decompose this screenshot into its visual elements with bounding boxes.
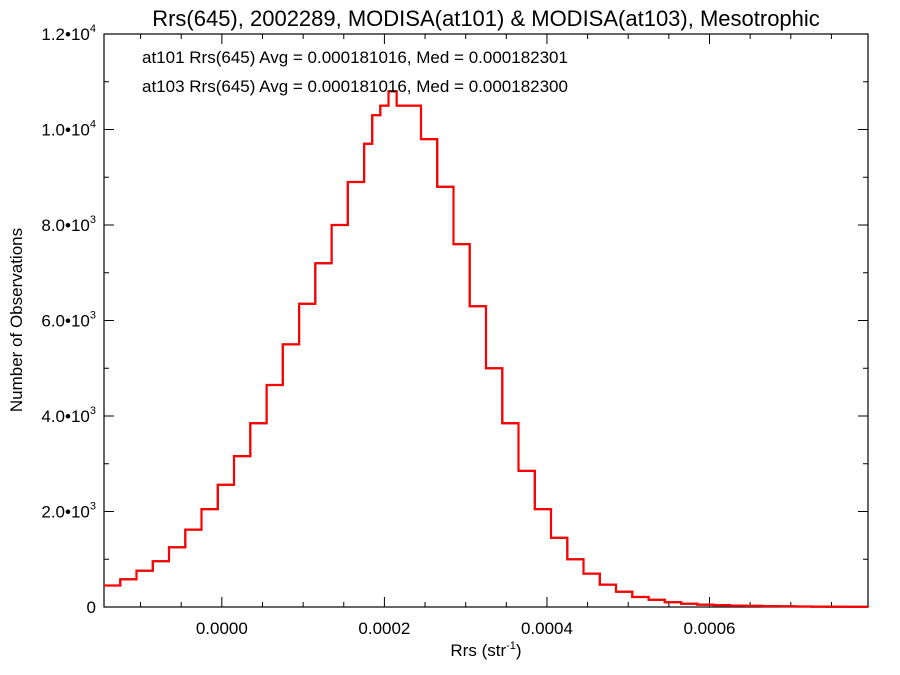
x-tick-label: 0.0000 (196, 619, 248, 638)
series-lines (104, 90, 870, 608)
x-tick-label: 0.0004 (521, 619, 573, 638)
y-tick-label: 1.2•104 (41, 23, 96, 44)
y-tick-label: 1.0•104 (41, 119, 96, 140)
y-tick-label: 6.0•103 (41, 310, 96, 331)
y-tick-label: 8.0•103 (41, 214, 96, 235)
y-tick-label: 2.0•103 (41, 501, 96, 522)
chart-title: Rrs(645), 2002289, MODISA(at101) & MODIS… (152, 6, 820, 31)
y-axis-label: Number of Observations (7, 228, 26, 412)
x-tick-label: 0.0006 (684, 619, 736, 638)
y-axis-ticks: 0 2.0•103 4.0•103 6.0•103 8.0•103 1.0•104 1.2•… (41, 23, 868, 617)
x-tick-label: 0.0002 (358, 619, 410, 638)
y-tick-label: 4.0•103 (41, 405, 96, 426)
series-at103-line (104, 90, 870, 608)
y-tick-label: 0 (87, 598, 96, 617)
annotation-at101: at101 Rrs(645) Avg = 0.000181016, Med = … (142, 48, 568, 67)
x-axis-label: Rrs (str-1) (450, 640, 521, 660)
annotation-at103: at103 Rrs(645) Avg = 0.000181016, Med = … (142, 77, 568, 96)
x-axis-ticks: 0.0000 0.0002 0.0004 0.0006 (140, 34, 832, 638)
